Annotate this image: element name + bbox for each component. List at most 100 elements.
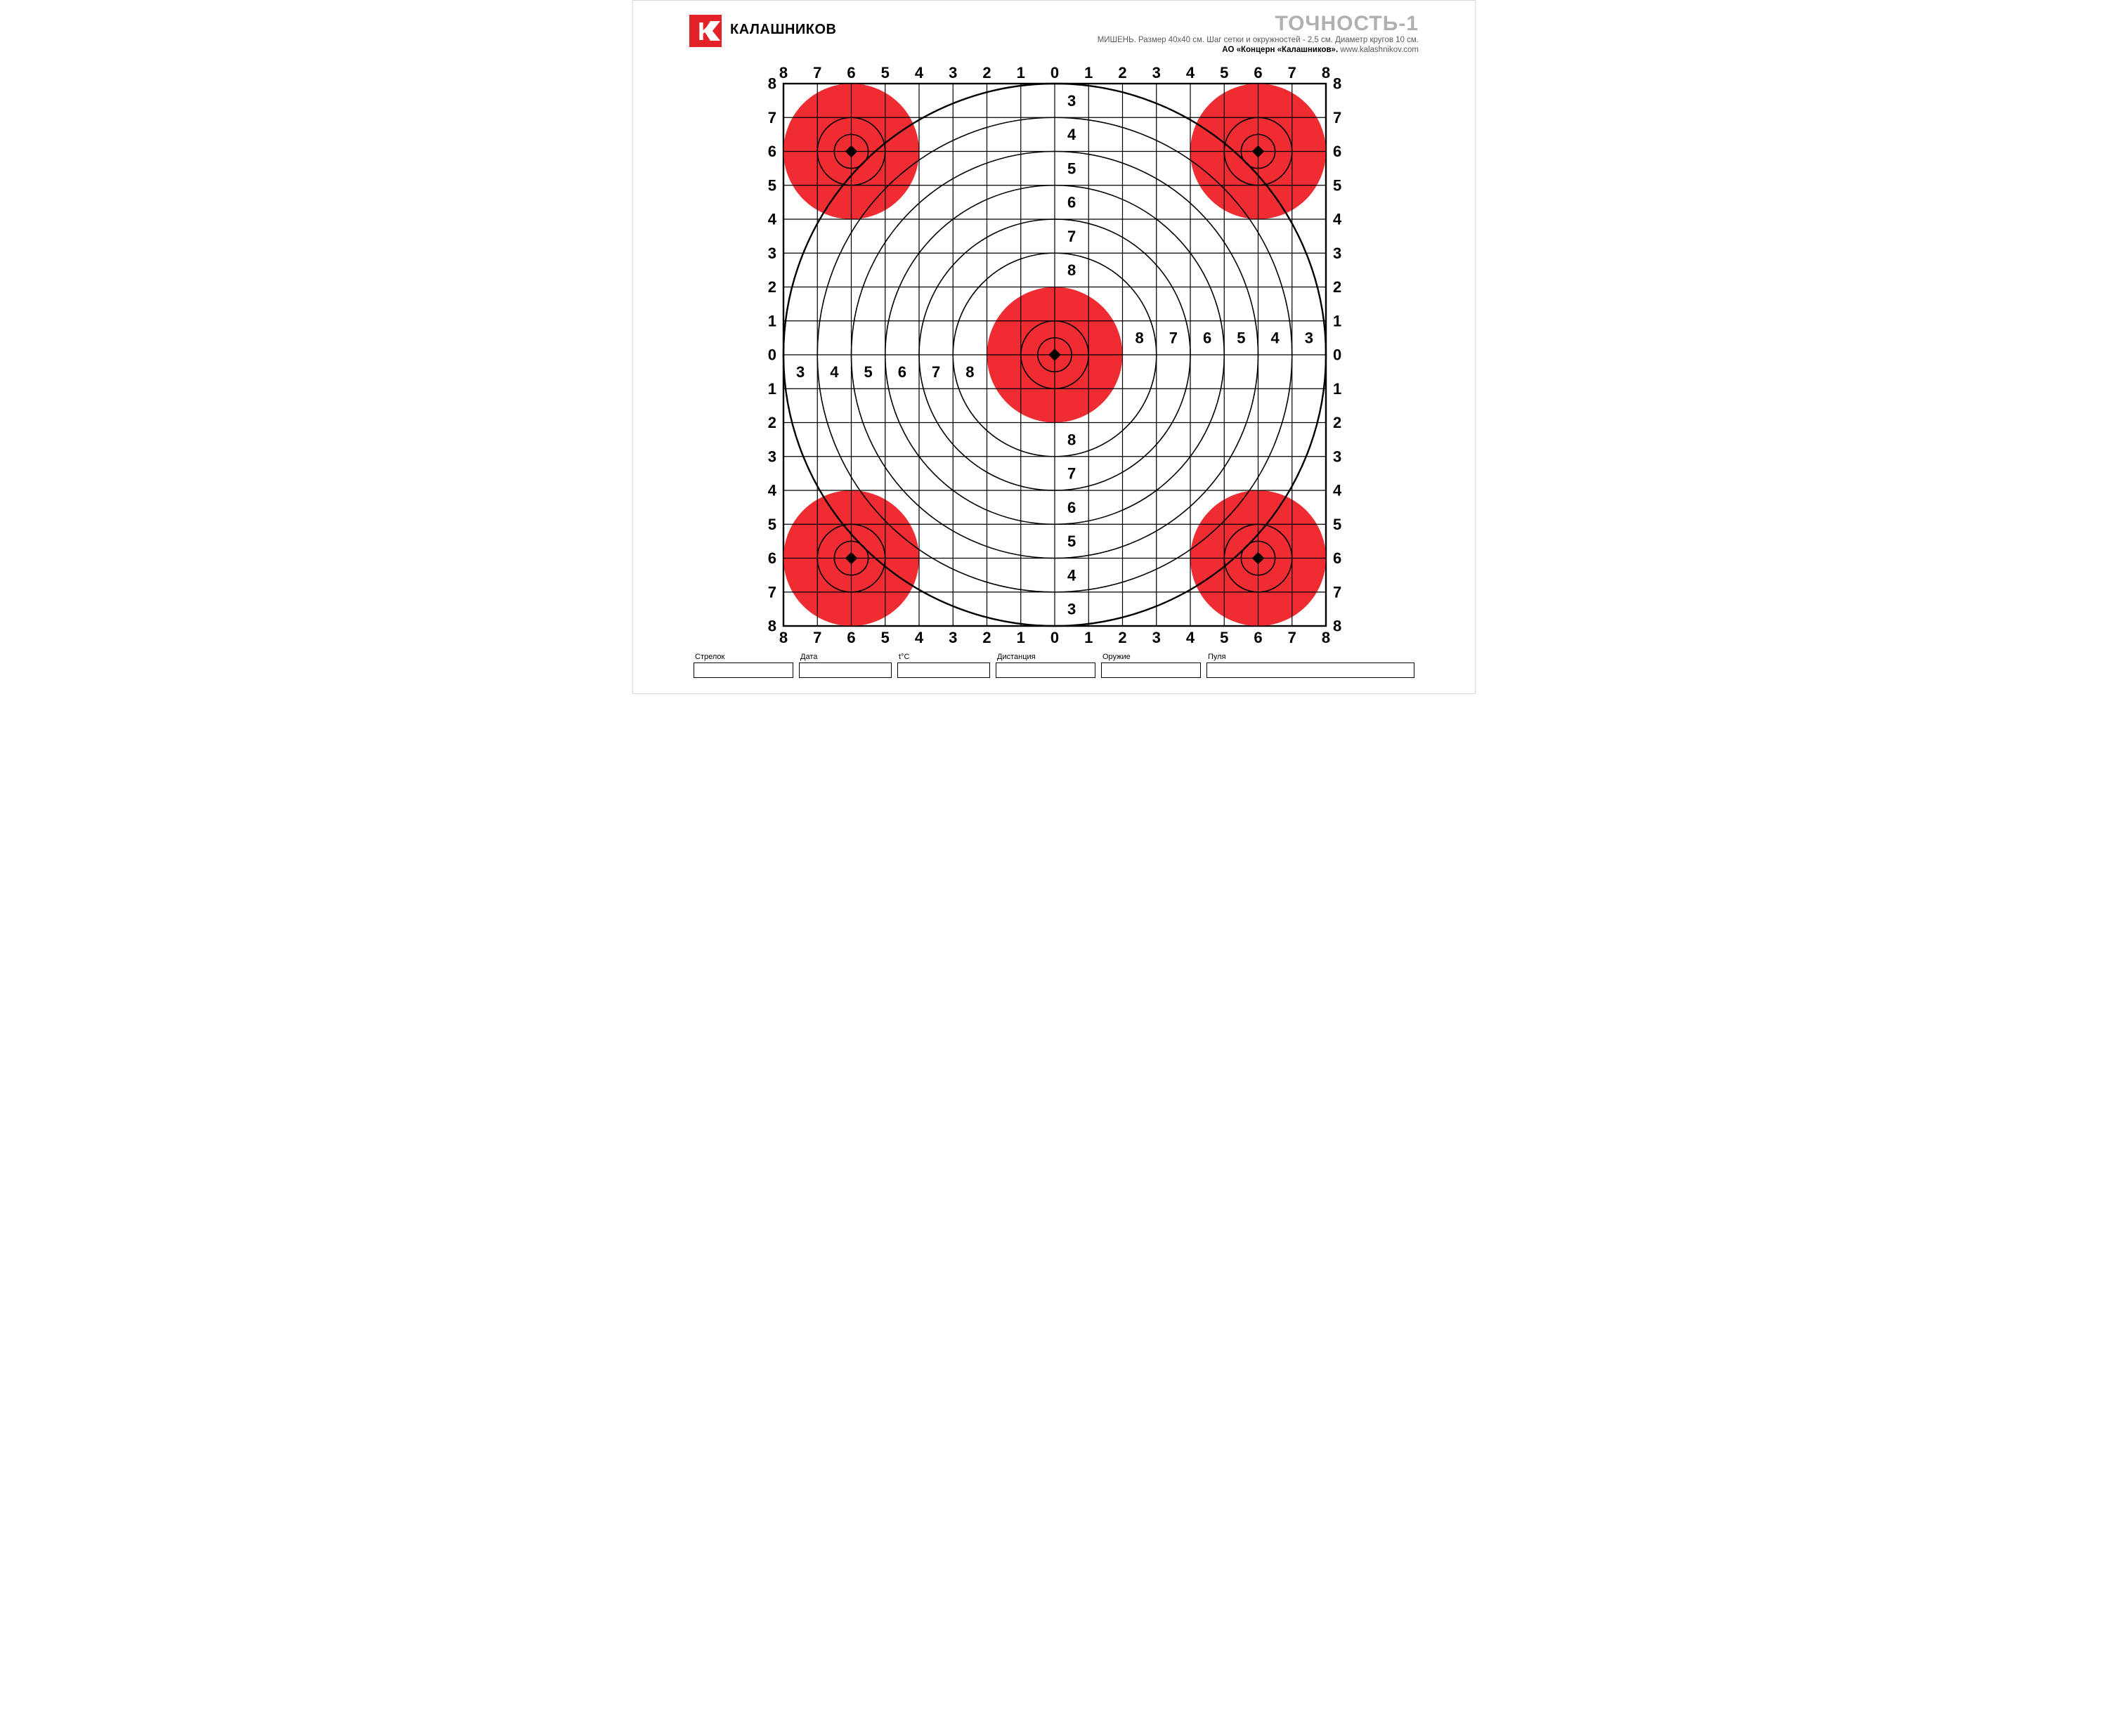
svg-text:8: 8 — [779, 64, 788, 81]
svg-text:0: 0 — [1050, 629, 1059, 646]
field-дистанция: Дистанция — [996, 653, 1095, 678]
footer-fields: Стрелок Дата t°C Дистанция Оружие Пуля — [694, 653, 1414, 684]
svg-text:3: 3 — [1067, 601, 1076, 618]
svg-text:6: 6 — [1254, 64, 1262, 81]
svg-text:4: 4 — [1067, 566, 1076, 584]
svg-text:5: 5 — [1067, 533, 1076, 550]
svg-text:2: 2 — [768, 414, 776, 431]
svg-text:7: 7 — [768, 583, 776, 601]
field-label: Дата — [799, 653, 892, 661]
svg-text:6: 6 — [1254, 629, 1262, 646]
svg-text:3: 3 — [1305, 329, 1313, 347]
svg-text:2: 2 — [1333, 414, 1341, 431]
svg-text:6: 6 — [847, 629, 855, 646]
svg-text:0: 0 — [768, 346, 776, 364]
svg-text:8: 8 — [768, 618, 776, 635]
field-дата: Дата — [799, 653, 892, 678]
field-label: t°C — [897, 653, 990, 661]
svg-text:5: 5 — [1333, 176, 1341, 194]
target-diagram: 8888777766665555444433332222111100001111… — [682, 60, 1427, 650]
svg-text:0: 0 — [1333, 346, 1341, 364]
svg-text:5: 5 — [881, 629, 890, 646]
svg-text:7: 7 — [1067, 465, 1076, 483]
svg-text:5: 5 — [1237, 329, 1245, 347]
svg-text:1: 1 — [1084, 629, 1093, 646]
field-input-box[interactable] — [1206, 663, 1414, 678]
svg-text:0: 0 — [1050, 64, 1059, 81]
svg-text:5: 5 — [1067, 159, 1076, 177]
subtitle: МИШЕНЬ. Размер 40x40 см. Шаг сетки и окр… — [1098, 36, 1419, 56]
svg-text:6: 6 — [768, 143, 776, 160]
svg-text:7: 7 — [813, 629, 821, 646]
subtitle-line1: МИШЕНЬ. Размер 40x40 см. Шаг сетки и окр… — [1098, 36, 1419, 46]
company-url: www.kalashnikov.com — [1340, 46, 1419, 54]
svg-text:3: 3 — [796, 363, 805, 381]
svg-text:6: 6 — [1203, 329, 1211, 347]
svg-text:5: 5 — [1333, 516, 1341, 533]
svg-text:8: 8 — [768, 75, 776, 93]
svg-text:5: 5 — [1220, 64, 1228, 81]
svg-text:4: 4 — [1333, 482, 1342, 500]
svg-text:3: 3 — [1152, 64, 1161, 81]
svg-text:4: 4 — [915, 64, 924, 81]
svg-text:8: 8 — [1322, 64, 1330, 81]
svg-text:7: 7 — [1333, 109, 1341, 126]
svg-text:3: 3 — [949, 629, 957, 646]
field-label: Дистанция — [996, 653, 1095, 661]
svg-text:2: 2 — [982, 629, 991, 646]
svg-text:7: 7 — [768, 109, 776, 126]
svg-text:6: 6 — [1067, 499, 1076, 516]
svg-text:4: 4 — [768, 482, 777, 500]
logo: K — [689, 15, 722, 47]
svg-text:5: 5 — [881, 64, 890, 81]
svg-text:1: 1 — [1333, 380, 1341, 398]
field-стрелок: Стрелок — [694, 653, 793, 678]
svg-text:3: 3 — [1333, 448, 1341, 465]
svg-text:4: 4 — [830, 363, 839, 381]
svg-text:8: 8 — [1136, 329, 1144, 347]
svg-text:5: 5 — [768, 176, 776, 194]
svg-text:4: 4 — [1186, 629, 1195, 646]
svg-text:8: 8 — [1067, 261, 1076, 279]
field-label: Стрелок — [694, 653, 793, 661]
svg-text:3: 3 — [1333, 244, 1341, 262]
svg-text:2: 2 — [1333, 278, 1341, 296]
svg-text:7: 7 — [813, 64, 821, 81]
header: K КАЛАШНИКОВ ТОЧНОСТЬ-1 МИШЕНЬ. Размер 4… — [689, 15, 1419, 56]
field-пуля: Пуля — [1206, 653, 1414, 678]
svg-text:4: 4 — [915, 629, 924, 646]
field-input-box[interactable] — [1101, 663, 1201, 678]
svg-text:6: 6 — [1333, 549, 1341, 567]
svg-text:1: 1 — [1084, 64, 1093, 81]
svg-text:7: 7 — [1288, 64, 1296, 81]
svg-text:3: 3 — [768, 448, 776, 465]
field-input-box[interactable] — [897, 663, 990, 678]
svg-text:1: 1 — [1017, 629, 1025, 646]
svg-text:3: 3 — [1152, 629, 1161, 646]
field-t°c: t°C — [897, 653, 990, 678]
field-оружие: Оружие — [1101, 653, 1201, 678]
svg-text:7: 7 — [932, 363, 940, 381]
field-input-box[interactable] — [996, 663, 1095, 678]
svg-text:6: 6 — [1333, 143, 1341, 160]
svg-text:5: 5 — [864, 363, 873, 381]
target-sheet: K КАЛАШНИКОВ ТОЧНОСТЬ-1 МИШЕНЬ. Размер 4… — [632, 0, 1476, 694]
svg-text:8: 8 — [1067, 431, 1076, 448]
svg-text:7: 7 — [1288, 629, 1296, 646]
svg-text:8: 8 — [1333, 618, 1341, 635]
field-label: Оружие — [1101, 653, 1201, 661]
svg-text:2: 2 — [1118, 629, 1126, 646]
svg-text:7: 7 — [1067, 228, 1076, 245]
svg-text:2: 2 — [1118, 64, 1126, 81]
svg-text:7: 7 — [1169, 329, 1178, 347]
svg-text:6: 6 — [1067, 194, 1076, 211]
svg-text:5: 5 — [1220, 629, 1228, 646]
svg-text:8: 8 — [1333, 75, 1341, 93]
svg-text:6: 6 — [898, 363, 906, 381]
svg-text:1: 1 — [1333, 312, 1341, 329]
field-input-box[interactable] — [799, 663, 892, 678]
field-input-box[interactable] — [694, 663, 793, 678]
svg-text:3: 3 — [949, 64, 957, 81]
svg-text:6: 6 — [768, 549, 776, 567]
svg-text:6: 6 — [847, 64, 855, 81]
